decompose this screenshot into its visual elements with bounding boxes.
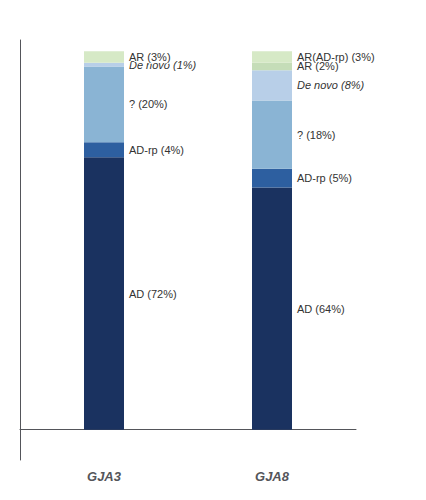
- svg-text:AD (64%): AD (64%): [297, 303, 345, 315]
- svg-text:AR (3%): AR (3%): [129, 51, 171, 63]
- svg-text:AR (2%): AR (2%): [297, 60, 339, 73]
- svg-text:AD (72%): AD (72%): [129, 288, 177, 300]
- svg-text:De novo (1%): De novo (1%): [129, 58, 197, 71]
- svg-text:? (18%): ? (18%): [297, 129, 336, 141]
- svg-text:? (20%): ? (20%): [129, 98, 168, 110]
- svg-text:GJA8: GJA8: [255, 469, 290, 484]
- svg-text:AD-rp (5%): AD-rp (5%): [297, 172, 352, 184]
- svg-text:De novo (8%): De novo (8%): [297, 79, 365, 91]
- svg-text:GJA3: GJA3: [87, 469, 122, 484]
- svg-text:AD-rp (4%): AD-rp (4%): [129, 144, 184, 156]
- svg-text:AR(AD-rp) (3%): AR(AD-rp) (3%): [297, 51, 375, 63]
